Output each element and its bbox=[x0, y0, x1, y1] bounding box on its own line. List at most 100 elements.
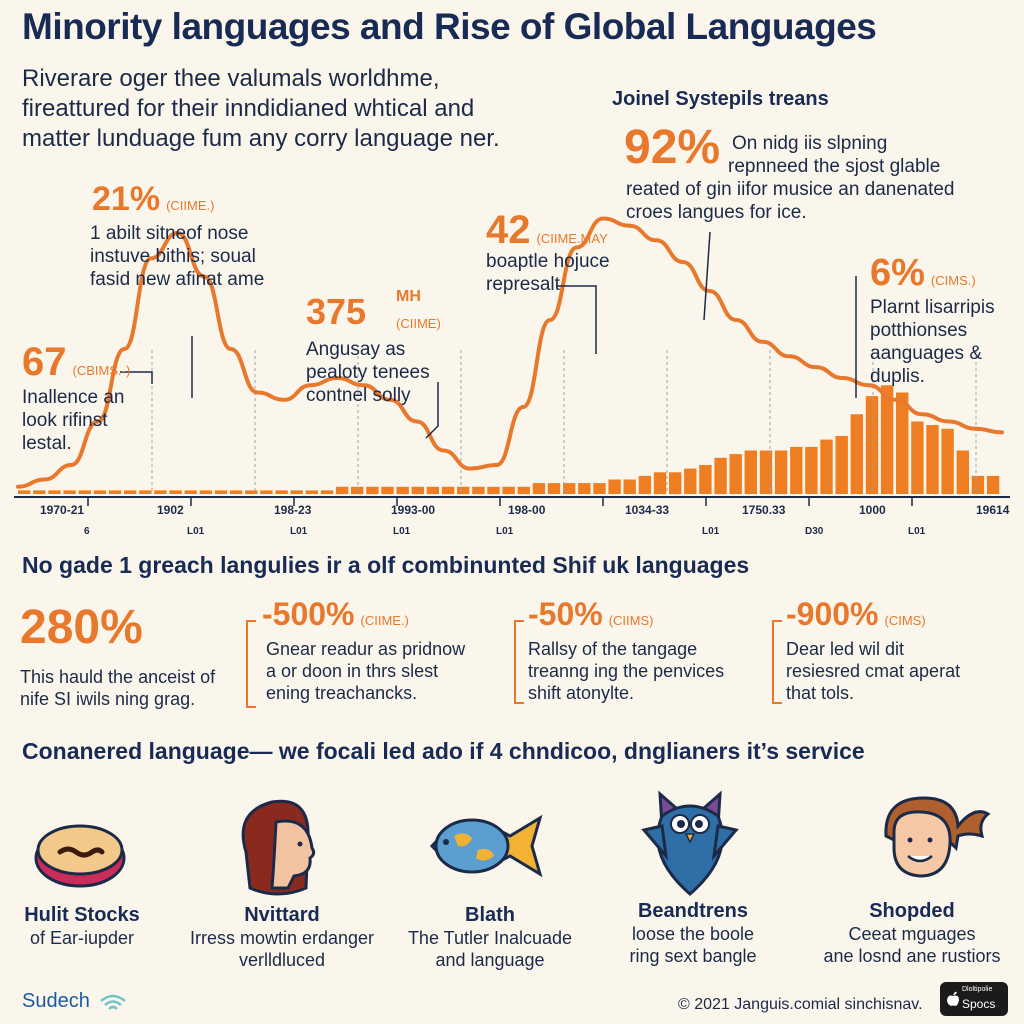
chart-bar bbox=[714, 457, 727, 495]
callout-value: 67 bbox=[22, 340, 67, 384]
stat-50: -50% (CIIMS) bbox=[528, 598, 653, 630]
x-tick-label: 1034-33 bbox=[625, 503, 670, 517]
x-tick-sublabel: D30 bbox=[805, 526, 824, 537]
stat-note: Rallsy of the tangage treanng ing the pe… bbox=[528, 638, 724, 704]
chart-bar bbox=[335, 486, 349, 495]
chart-bar bbox=[971, 475, 985, 494]
stat-value: -500% bbox=[262, 596, 355, 632]
card-text-line: verlldluced bbox=[238, 950, 326, 970]
callout-note: Inallence an look rifinst lestal. bbox=[22, 386, 124, 455]
card-text-line: The Tutler Inalcuade bbox=[407, 928, 573, 948]
chart-bar bbox=[396, 486, 409, 495]
callout-92: 92% bbox=[624, 124, 720, 172]
callout-note-line: repnneed the sjost glable bbox=[728, 156, 941, 177]
owl-mascot-icon bbox=[641, 790, 739, 896]
stat-note-line: treanng ing the penvices bbox=[528, 661, 725, 681]
chart-bar bbox=[290, 490, 303, 494]
chart-bar bbox=[366, 486, 379, 495]
callout-note-line: potthionses bbox=[870, 320, 968, 341]
copyright: © 2021 Janguis.comial sinchisnav. bbox=[678, 996, 923, 1013]
chart-bar bbox=[184, 490, 197, 494]
callout-6: 6% (CIMS.) bbox=[870, 254, 976, 292]
stat-note-line: that tols. bbox=[786, 683, 855, 703]
footer-brand: Sudech bbox=[22, 990, 128, 1013]
card-text-line: ane losnd ane rustiors bbox=[823, 946, 1001, 966]
card-text: loose the boole ring sext bangle bbox=[602, 923, 784, 967]
chart-bar bbox=[532, 483, 546, 494]
x-tick-sublabel: L01 bbox=[496, 526, 514, 537]
callout-42: 42 (CIIME.MAY bbox=[486, 210, 608, 250]
chart-bar bbox=[214, 490, 228, 494]
stat-unit: (CIMS) bbox=[884, 613, 926, 629]
chart-bar bbox=[608, 479, 621, 494]
chart-bar bbox=[593, 483, 606, 494]
stat-bracket bbox=[246, 620, 256, 708]
intro-line: fireattured for their inndidianed whtica… bbox=[22, 95, 475, 122]
chart-bar bbox=[820, 439, 833, 494]
chart-bar bbox=[93, 490, 107, 494]
card-title: Hulit Stocks bbox=[24, 904, 140, 926]
callout-note: 1 abilt sitneof nose instuve bithis; sou… bbox=[90, 222, 264, 291]
callout-375: 375 MH (CIIME) bbox=[306, 288, 441, 332]
x-tick-label: 198-23 bbox=[274, 503, 312, 517]
chart-bar bbox=[563, 483, 576, 494]
stat-note-line: Gnear readur as pridnow bbox=[266, 639, 466, 659]
callout-note-line: reated of gin iifor musice an danenated bbox=[626, 179, 955, 200]
card: Blath The Tutler Inalcuade and language bbox=[398, 904, 582, 971]
smiling-woman-icon bbox=[884, 796, 991, 878]
callout-note-line: Inallence an bbox=[22, 387, 125, 408]
x-tick-label: 19614 bbox=[976, 503, 1010, 517]
stat-note: Gnear readur as pridnow a or doon in thr… bbox=[266, 638, 465, 704]
globe-fish-icon bbox=[429, 814, 543, 878]
chart-bar bbox=[108, 490, 122, 494]
chart-bar bbox=[578, 483, 591, 494]
callout-value: 375 bbox=[306, 291, 367, 332]
chart-bar bbox=[457, 486, 470, 495]
x-tick-sublabel: 6 bbox=[84, 526, 90, 537]
chart-bar bbox=[653, 472, 667, 495]
callout-note: boaptle hojuce represalt bbox=[486, 250, 610, 296]
chart-bar bbox=[229, 490, 243, 494]
callout-unit: MH bbox=[396, 288, 421, 305]
intro-line: Riverare oger thee valumals worldhme, bbox=[22, 65, 440, 92]
chart-bar bbox=[638, 475, 652, 494]
app-store-badge[interactable]: Dloltipolie Spocs bbox=[940, 982, 1008, 1016]
chart-bar bbox=[351, 486, 364, 495]
card-text-line: Ceeat mguages bbox=[848, 924, 976, 944]
callout-note-line: instuve bithis; soual bbox=[90, 246, 256, 267]
stat-unit: (CIIMS) bbox=[608, 613, 654, 629]
chart-bar bbox=[502, 486, 515, 495]
callout-note-line: Angusay as bbox=[306, 339, 406, 360]
chart-bar bbox=[986, 475, 1000, 494]
chart-bar bbox=[896, 392, 909, 494]
chart-bar bbox=[154, 490, 167, 494]
chart-bar bbox=[441, 486, 455, 495]
callout-note-line: lestal. bbox=[22, 433, 72, 454]
callout-note-line: boaptle hojuce bbox=[486, 251, 610, 272]
chart-bar bbox=[48, 490, 61, 494]
chart-bar bbox=[699, 465, 712, 494]
stat-note-line: ening treachancks. bbox=[266, 683, 418, 703]
card-text-line: loose the boole bbox=[631, 924, 755, 944]
chart-bar bbox=[744, 450, 757, 494]
chart-bar bbox=[865, 396, 879, 494]
card-title: Beandtrens bbox=[637, 900, 749, 922]
intro-text: Riverare oger thee valumals worldhme, fi… bbox=[22, 64, 582, 154]
callout-note-line: aanguages & bbox=[870, 343, 982, 364]
card-text: Irress mowtin erdanger verlldluced bbox=[176, 927, 388, 971]
card-text-line: Irress mowtin erdanger bbox=[189, 928, 375, 948]
chart-bar bbox=[956, 450, 969, 494]
stat-note: This hauld the anceist of nife SI iwils … bbox=[20, 666, 215, 710]
chart-bar bbox=[124, 490, 137, 494]
chart-bar bbox=[487, 486, 500, 495]
badge-top-text: Dloltipolie bbox=[962, 986, 993, 993]
callout-note-line: croes langues for ice. bbox=[626, 202, 807, 223]
x-tick-label: 1902 bbox=[157, 503, 184, 517]
chart-bar bbox=[759, 450, 773, 494]
stat-note-line: This hauld the anceist of bbox=[20, 667, 216, 687]
chart-bar bbox=[941, 428, 954, 495]
chart-bar bbox=[926, 425, 939, 494]
page-title: Minority languages and Rise of Global La… bbox=[22, 6, 877, 47]
chart-bar bbox=[139, 490, 152, 494]
card-text: The Tutler Inalcuade and language bbox=[398, 927, 582, 971]
